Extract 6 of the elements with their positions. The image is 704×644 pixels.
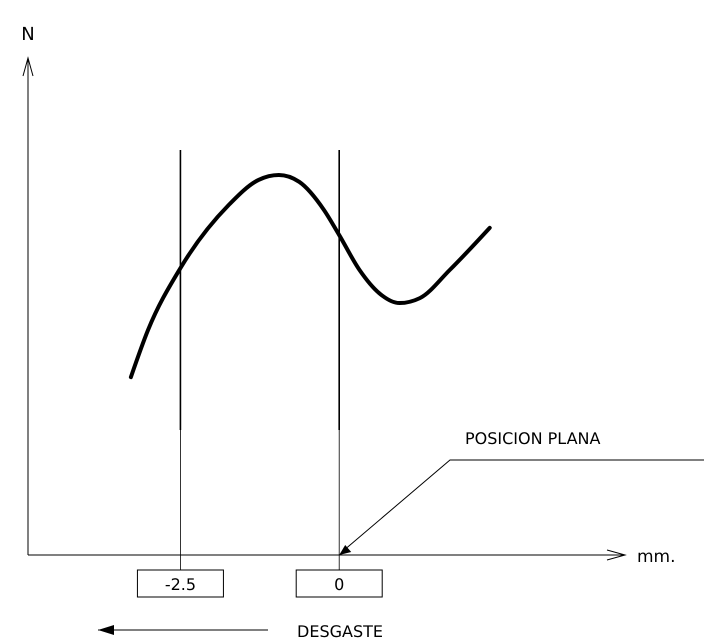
annotation: POSICION PLANA: [465, 429, 600, 448]
x-tick-label: 0: [334, 575, 344, 594]
text: N: [21, 24, 35, 45]
x-axis-title: mm.: [637, 547, 676, 567]
text: DESGASTE: [297, 622, 383, 641]
x-tick-label: -2.5: [164, 575, 196, 594]
